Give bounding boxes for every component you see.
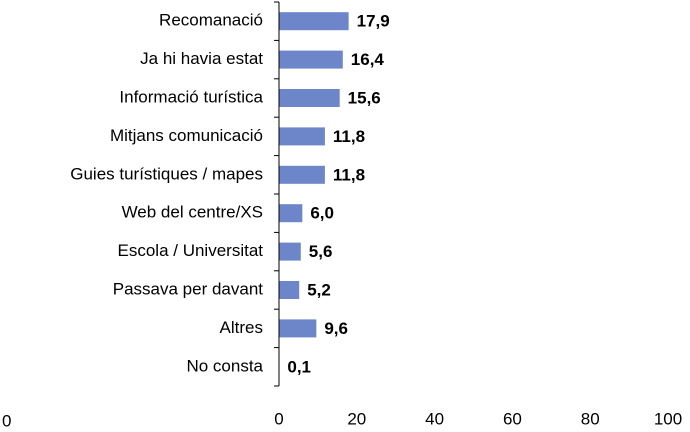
value-label: 11,8	[333, 127, 365, 146]
bar	[279, 165, 325, 184]
y-tick-label: Passava per davant	[113, 279, 264, 298]
annotation: 0	[2, 411, 11, 430]
bar	[279, 50, 343, 69]
value-label: 5,2	[307, 280, 331, 299]
value-label: 17,9	[357, 12, 390, 31]
value-label: 5,6	[309, 242, 333, 261]
bar	[279, 127, 325, 146]
bar	[279, 89, 340, 107]
bar	[279, 12, 349, 31]
x-tick-label: 20	[347, 409, 366, 428]
y-tick-label: Escola / Universitat	[118, 241, 264, 260]
value-label: 11,8	[333, 165, 365, 184]
bar	[279, 281, 300, 299]
x-tick-label: 0	[274, 409, 283, 428]
y-tick-label: Mitjans comunicació	[110, 126, 263, 145]
y-tick-label: Guies turístiques / mapes	[70, 164, 263, 183]
y-tick-label: Informació turística	[119, 87, 263, 106]
bar	[279, 242, 301, 261]
y-tick-label: No consta	[186, 356, 263, 375]
bar	[279, 319, 317, 338]
y-tick-label: Web del centre/XS	[122, 203, 263, 222]
x-tick-label: 80	[581, 409, 600, 428]
x-tick-label: 60	[503, 409, 522, 428]
y-tick-label: Altres	[220, 318, 263, 337]
y-tick-label: Ja hi havia estat	[140, 49, 263, 68]
value-label: 6,0	[310, 204, 334, 223]
value-label: 16,4	[351, 50, 385, 69]
x-tick-label: 100	[654, 409, 682, 428]
value-label: 15,6	[348, 88, 381, 107]
bar	[279, 204, 303, 223]
value-label: 9,6	[324, 319, 348, 338]
y-tick-label: Recomanació	[159, 11, 263, 30]
value-label: 0,1	[287, 357, 311, 376]
x-tick-label: 40	[425, 409, 444, 428]
